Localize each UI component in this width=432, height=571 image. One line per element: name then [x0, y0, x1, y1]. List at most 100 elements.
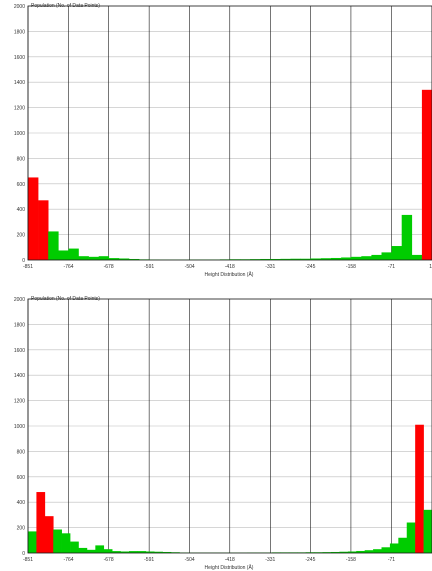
- y-tick-label: 400: [17, 207, 26, 213]
- bar: [137, 551, 147, 553]
- x-tick-label: 16: [429, 264, 432, 270]
- bar: [347, 551, 357, 553]
- bar: [145, 551, 155, 553]
- bar: [58, 250, 69, 260]
- bar: [78, 547, 88, 553]
- bar: [406, 522, 416, 553]
- y-axis-label-top: Population (No. of Data Points): [31, 3, 100, 9]
- bar: [86, 549, 96, 553]
- bar: [356, 550, 365, 553]
- bar: [250, 259, 261, 260]
- bar: [371, 254, 382, 260]
- bar: [98, 256, 110, 260]
- histogram-bottom: 0 200 400 600 800 1000 1200 1400 1600 1800 2000 -8…: [14, 296, 432, 571]
- bar: [103, 549, 113, 553]
- y-tick-label: 1600: [14, 348, 25, 354]
- bar: [28, 531, 37, 553]
- bar: [341, 257, 352, 260]
- bars-bottom: [28, 424, 432, 553]
- bar-highlight: [28, 177, 39, 260]
- x-tick-label: -678: [104, 264, 114, 270]
- bar: [320, 258, 332, 260]
- bar: [361, 256, 372, 260]
- x-axis-label-bottom: Height Distribution (Å): [205, 564, 254, 571]
- x-tick-label: -851: [23, 557, 33, 563]
- frame-bottom: [27, 298, 432, 554]
- y-tick-label: 1200: [14, 399, 25, 405]
- bar: [78, 256, 89, 260]
- bar: [120, 551, 130, 553]
- bar: [381, 547, 391, 553]
- y-axis-label-bottom: Population (No. of Data Points): [31, 296, 100, 302]
- bar: [68, 248, 79, 260]
- x-tick-label: -158: [346, 264, 356, 270]
- x-tick-label: -418: [225, 264, 235, 270]
- x-tick-label: -158: [346, 557, 356, 563]
- bar: [280, 258, 291, 260]
- bar: [260, 258, 271, 260]
- y-tick-label: 200: [17, 526, 26, 532]
- plot-frame: [27, 298, 432, 554]
- grid-top: [27, 5, 432, 261]
- bar: [331, 551, 340, 553]
- histogram-top: 0 200 400 600 800 1000 1200 1400 1600 1800 2000 -8…: [14, 3, 432, 278]
- bar: [423, 509, 432, 553]
- y-tick-label: 400: [17, 500, 26, 506]
- grid-bottom: [27, 298, 432, 554]
- bar: [129, 258, 140, 260]
- x-tick-label: -764: [64, 264, 74, 270]
- x-tick-label: -331: [265, 557, 275, 563]
- y-tick-label: 1600: [14, 55, 25, 61]
- y-tick-label: 800: [17, 156, 26, 162]
- x-tick-label: -71: [388, 557, 395, 563]
- bar: [61, 533, 71, 553]
- bar: [364, 550, 374, 553]
- bar: [331, 257, 342, 260]
- y-tick-label: 1400: [14, 373, 25, 379]
- y-tick-label: 600: [17, 182, 26, 188]
- y-tick-label: 1800: [14, 322, 25, 328]
- bar: [108, 258, 120, 260]
- bar: [162, 551, 172, 553]
- bar-highlight: [38, 200, 49, 260]
- bar: [398, 537, 408, 553]
- x-ticks-bottom: -851 -764 -678 -591 -504 -418 -331 -245 -158 -71: [23, 557, 395, 563]
- x-tick-label: -245: [305, 557, 315, 563]
- bar: [129, 551, 138, 553]
- bar-highlight: [36, 492, 46, 553]
- y-tick-label: 2000: [14, 4, 25, 10]
- bar: [88, 256, 99, 260]
- x-axis-label-top: Height Distribution (Å): [205, 271, 254, 278]
- bar-highlight: [44, 516, 54, 553]
- bar-highlight: [421, 89, 432, 260]
- bar: [351, 256, 362, 260]
- bar: [300, 258, 312, 260]
- x-ticks-top: -851 -764 -678 -591 -504 -418 -331 -245 -158 -71 1…: [23, 264, 432, 270]
- bar: [270, 258, 281, 260]
- bar: [95, 545, 105, 553]
- x-tick-label: -591: [144, 264, 154, 270]
- y-tick-label: 2000: [14, 297, 25, 303]
- bar: [290, 258, 301, 260]
- bar: [373, 549, 382, 553]
- bar: [118, 258, 130, 260]
- y-tick-label: 600: [17, 475, 26, 481]
- y-tick-label: 200: [17, 233, 26, 239]
- y-tick-label: 1000: [14, 131, 25, 137]
- x-tick-label: -504: [185, 557, 195, 563]
- y-ticks-bottom: 0 200 400 600 800 1000 1200 1400 1600 1800 2000: [14, 297, 25, 557]
- y-tick-label: 1400: [14, 80, 25, 86]
- bar: [112, 551, 121, 553]
- y-ticks-top: 0 200 400 600 800 1000 1200 1400 1600 1800 2000: [14, 4, 25, 264]
- bar: [48, 231, 59, 260]
- bar-highlight: [415, 424, 424, 553]
- y-tick-label: 1200: [14, 106, 25, 112]
- y-tick-label: 0: [22, 258, 25, 264]
- x-tick-label: -591: [144, 557, 154, 563]
- bar: [322, 552, 332, 553]
- x-tick-label: -245: [305, 264, 315, 270]
- y-tick-label: 1800: [14, 29, 25, 35]
- x-tick-label: -331: [265, 264, 275, 270]
- x-tick-label: -678: [104, 557, 114, 563]
